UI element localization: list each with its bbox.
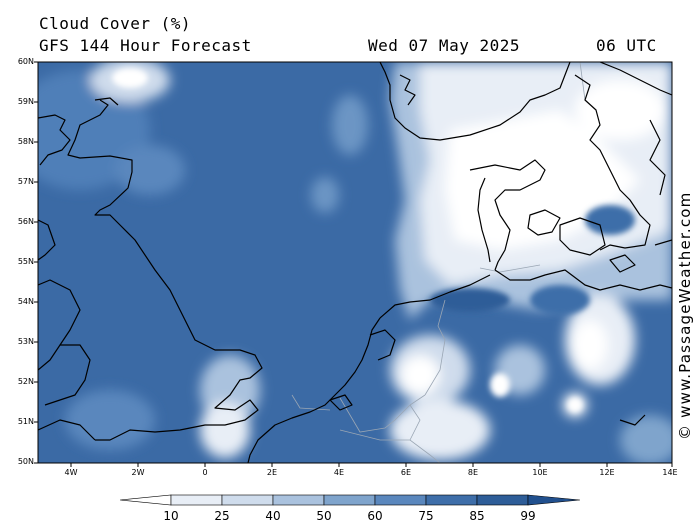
lon-label: 4E (333, 468, 345, 477)
colorbar-label: 85 (469, 509, 485, 523)
colorbar-label: 40 (265, 509, 281, 523)
lat-label: 53N (17, 337, 34, 346)
colorbar-label: 10 (163, 509, 179, 523)
colorbar-label: 50 (316, 509, 332, 523)
lon-label: 4W (64, 468, 78, 477)
lat-label: 50N (17, 457, 34, 466)
lat-label: 59N (17, 97, 34, 106)
lon-label: 14E (662, 468, 678, 477)
lon-label: 8E (467, 468, 479, 477)
forecast-model: GFS 144 Hour Forecast (39, 36, 252, 55)
lat-label: 56N (17, 217, 34, 226)
lat-label: 57N (17, 177, 34, 186)
colorbar (119, 494, 581, 506)
site-credit: © www.PassageWeather.com (676, 191, 694, 440)
lon-label: 0 (202, 468, 208, 477)
lat-label: 60N (17, 57, 34, 66)
map-title: Cloud Cover (%) (39, 14, 191, 33)
lon-label: 12E (599, 468, 615, 477)
lon-label: 10E (532, 468, 548, 477)
colorbar-label: 75 (418, 509, 434, 523)
coastlines (38, 62, 672, 463)
lat-label: 52N (17, 377, 34, 386)
lat-label: 54N (17, 297, 34, 306)
colorbar-label: 25 (214, 509, 230, 523)
cloud-cover-field (38, 62, 672, 463)
axis-ticks (34, 61, 673, 467)
colorbar-label: 99 (520, 509, 536, 523)
lon-label: 2E (266, 468, 278, 477)
lon-label: 2W (131, 468, 145, 477)
lon-label: 6E (400, 468, 412, 477)
forecast-time: 06 UTC (596, 36, 657, 55)
lat-label: 51N (17, 417, 34, 426)
colorbar-label: 60 (367, 509, 383, 523)
forecast-date: Wed 07 May 2025 (368, 36, 520, 55)
lat-label: 55N (17, 257, 34, 266)
lat-label: 58N (17, 137, 34, 146)
